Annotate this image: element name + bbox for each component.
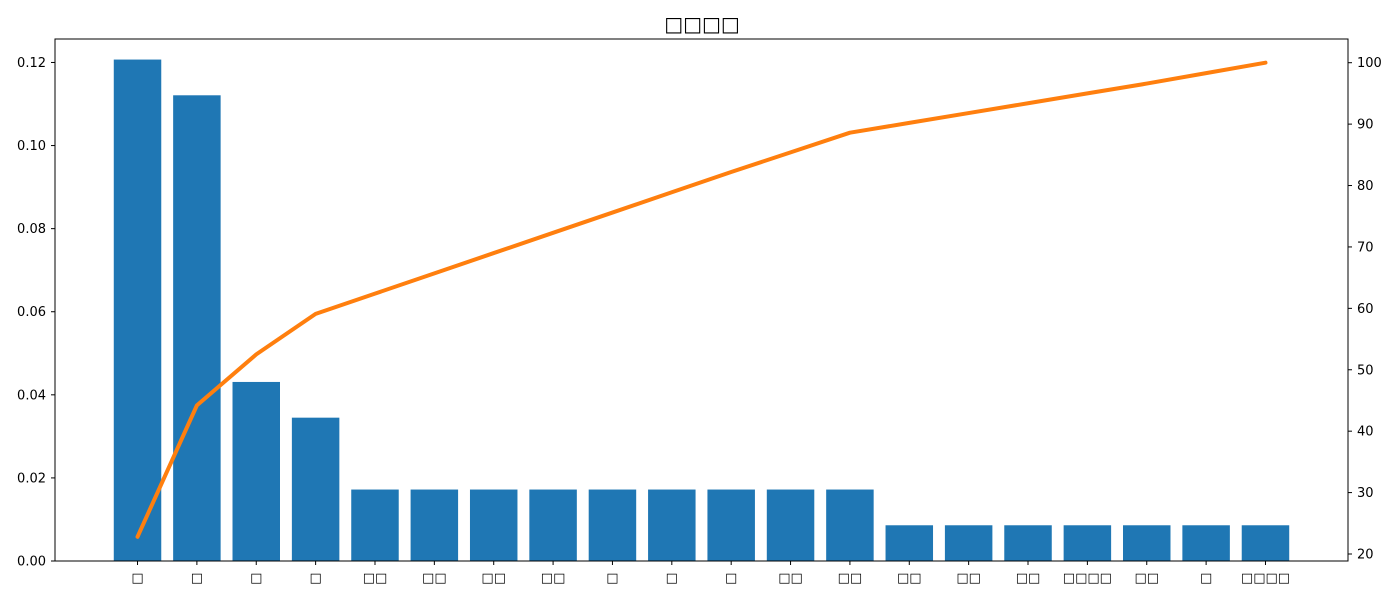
y-right-tick-label-0: 20 <box>1357 547 1374 562</box>
y-right-tick-label-7: 90 <box>1357 118 1374 133</box>
y-right-tick-label-3: 50 <box>1357 363 1374 378</box>
y-right-tick-label-6: 80 <box>1357 179 1374 194</box>
x-tick-label-19: □□□□ <box>1241 571 1290 586</box>
y-axis-left: 0.00 0.02 0.04 0.06 0.08 0.10 0.12 <box>17 56 55 570</box>
bar-4 <box>351 489 399 561</box>
x-tick-label-4: □□ <box>363 571 388 586</box>
y-axis-right: 20 30 40 50 60 70 80 90 100 <box>1348 56 1382 562</box>
bar-15 <box>1004 525 1052 561</box>
bars-group <box>113 59 1290 562</box>
y-left-tick-label-5: 0.10 <box>17 139 46 154</box>
y-left-tick-label-6: 0.12 <box>17 56 46 71</box>
bar-16 <box>1063 525 1112 561</box>
bar-10 <box>707 489 755 561</box>
bar-0 <box>113 59 162 562</box>
y-left-tick-label-3: 0.06 <box>17 305 46 320</box>
bar-3 <box>291 417 340 561</box>
x-tick-label-2: □ <box>250 571 262 586</box>
bar-6 <box>469 489 518 561</box>
x-tick-label-1: □ <box>191 571 203 586</box>
bar-11 <box>766 489 815 561</box>
bar-7 <box>529 489 577 561</box>
bar-2 <box>232 381 280 561</box>
x-tick-label-0: □ <box>131 571 143 586</box>
x-tick-label-10: □ <box>725 571 737 586</box>
cumulative-percent-line <box>135 60 1268 539</box>
x-tick-label-12: □□ <box>838 571 863 586</box>
y-right-tick-label-4: 60 <box>1357 302 1374 317</box>
x-tick-label-16: □□□□ <box>1063 571 1112 586</box>
x-tick-label-15: □□ <box>1016 571 1041 586</box>
bar-12 <box>826 489 874 561</box>
x-tick-label-18: □ <box>1200 571 1212 586</box>
x-tick-label-9: □ <box>666 571 678 586</box>
x-tick-label-14: □□ <box>956 571 981 586</box>
bar-1 <box>173 95 221 561</box>
x-axis: □ □ □ □ □□ □□ □□ □□ □ □ □ □□ □□ □□ □□ □□ □□□□ □□ □ □□□□ <box>131 561 1290 586</box>
x-tick-label-7: □□ <box>541 571 566 586</box>
y-left-tick-label-0: 0.00 <box>17 555 46 570</box>
bar-14 <box>944 525 993 561</box>
y-right-tick-label-2: 40 <box>1357 425 1374 440</box>
bar-17 <box>1123 525 1171 561</box>
bar-5 <box>410 489 459 561</box>
x-tick-label-17: □□ <box>1134 571 1159 586</box>
plot-frame <box>54 38 1349 562</box>
bar-9 <box>648 489 696 561</box>
y-right-tick-label-1: 30 <box>1357 486 1374 501</box>
bar-18 <box>1182 525 1230 561</box>
x-tick-label-13: □□ <box>897 571 922 586</box>
x-tick-label-3: □ <box>309 571 321 586</box>
y-left-tick-label-1: 0.02 <box>17 471 46 486</box>
x-tick-label-6: □□ <box>481 571 506 586</box>
y-left-tick-label-2: 0.04 <box>17 388 46 403</box>
x-tick-label-5: □□ <box>422 571 447 586</box>
chart-title: □□□□ <box>664 12 740 36</box>
y-right-tick-label-5: 70 <box>1357 240 1374 255</box>
bar-8 <box>588 489 637 561</box>
cumulative-line-group <box>135 60 1268 539</box>
y-left-tick-label-4: 0.08 <box>17 222 46 237</box>
x-tick-label-11: □□ <box>778 571 803 586</box>
y-right-tick-label-8: 100 <box>1357 56 1382 71</box>
bar-13 <box>885 525 934 561</box>
bar-19 <box>1241 525 1290 561</box>
x-tick-label-8: □ <box>606 571 618 586</box>
